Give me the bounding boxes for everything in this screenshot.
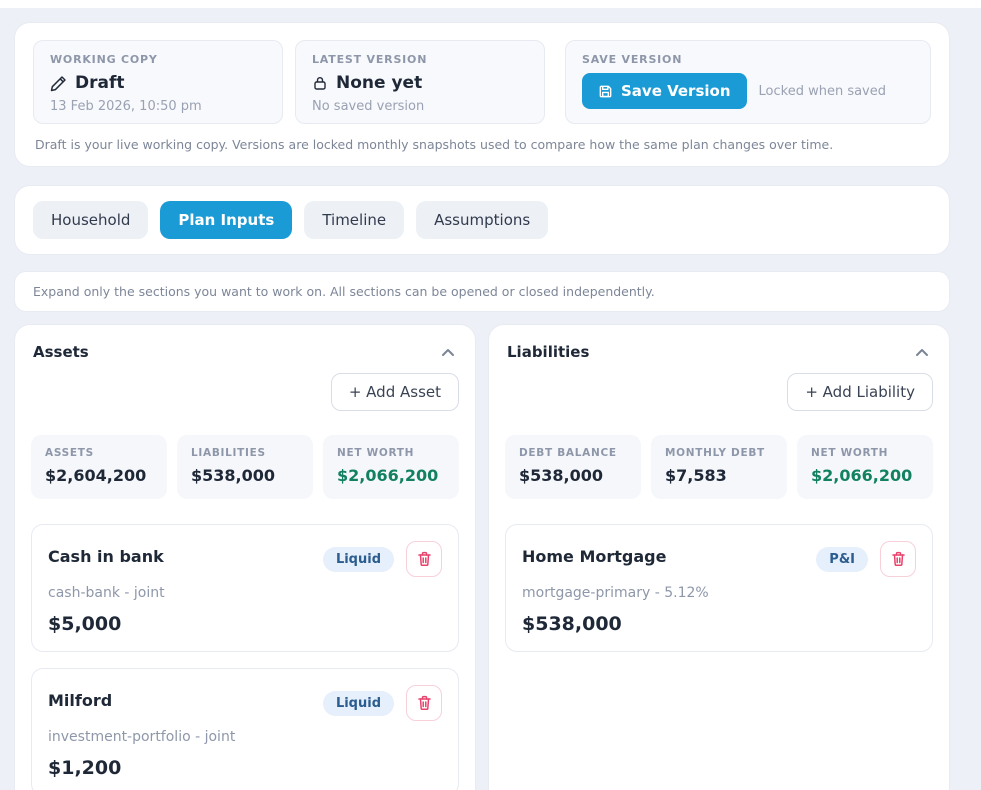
save-version-card: SAVE VERSION Save Version Locked when sa… (565, 40, 931, 124)
delete-asset-button[interactable] (406, 541, 442, 577)
version-cards-row: WORKING COPY Draft 13 Feb 2026, 10:50 pm… (33, 40, 931, 124)
save-icon (598, 84, 613, 99)
asset-meta: investment-portfolio - joint (48, 729, 236, 745)
liabilities-panel-header: Liabilities (505, 341, 933, 361)
version-bar-description: Draft is your live working copy. Version… (35, 137, 834, 152)
liability-card: Home Mortgage P&I mortgage-primary - (505, 524, 933, 652)
asset-card-top: Cash in bank Liquid (48, 541, 442, 577)
liabilities-item-list: Home Mortgage P&I mortgage-primary - (505, 524, 933, 652)
stat-card: ASSETS $2,604,200 (31, 435, 167, 499)
liabilities-stats-row: DEBT BALANCE $538,000 MONTHLY DEBT $7,58… (505, 435, 933, 499)
stat-card: NET WORTH $2,066,200 (323, 435, 459, 499)
stat-card: NET WORTH $2,066,200 (797, 435, 933, 499)
stat-card: DEBT BALANCE $538,000 (505, 435, 641, 499)
stat-value: $2,066,200 (337, 466, 439, 485)
stat-label: NET WORTH (337, 447, 415, 459)
stat-value: $538,000 (191, 466, 276, 485)
chevron-up-icon (441, 347, 455, 358)
delete-asset-button[interactable] (406, 685, 442, 721)
liabilities-collapse-button[interactable] (913, 345, 931, 360)
asset-name: Milford (48, 691, 113, 710)
stat-value: $2,066,200 (811, 466, 913, 485)
add-asset-button[interactable]: + Add Asset (330, 373, 459, 411)
asset-name: Cash in bank (48, 547, 164, 566)
trash-icon (417, 695, 432, 711)
stat-label: MONTHLY DEBT (665, 447, 765, 459)
save-version-label: SAVE VERSION (582, 53, 683, 66)
version-bar: WORKING COPY Draft 13 Feb 2026, 10:50 pm… (14, 22, 950, 167)
asset-meta: cash-bank - joint (48, 585, 165, 601)
trash-icon (891, 551, 906, 567)
tab[interactable]: Timeline (304, 201, 405, 239)
tab-bar: Household Plan Inputs Timeline Assumptio… (14, 185, 950, 255)
working-copy-date: 13 Feb 2026, 10:50 pm (50, 99, 202, 114)
asset-card-actions: Liquid (322, 541, 442, 577)
asset-card: Cash in bank Liquid cash-bank - join (31, 524, 459, 652)
tab[interactable]: Plan Inputs (160, 201, 293, 239)
pencil-icon (50, 75, 67, 92)
trash-icon (417, 551, 432, 567)
assets-add-row: + Add Asset (31, 373, 459, 411)
stat-label: LIABILITIES (191, 447, 266, 459)
liability-meta: mortgage-primary - 5.12% (522, 585, 709, 601)
stat-card: MONTHLY DEBT $7,583 (651, 435, 787, 499)
lock-icon (312, 75, 328, 91)
working-copy-label: WORKING COPY (50, 53, 158, 66)
latest-version-label: LATEST VERSION (312, 53, 428, 66)
liability-value: $538,000 (522, 613, 622, 635)
asset-type-badge: Liquid (322, 690, 394, 716)
asset-card-actions: Liquid (322, 685, 442, 721)
liability-card-actions: P&I (816, 541, 916, 577)
working-copy-card: WORKING COPY Draft 13 Feb 2026, 10:50 pm (33, 40, 283, 124)
tab[interactable]: Assumptions (416, 201, 549, 239)
liability-type-badge: P&I (816, 546, 868, 572)
chevron-up-icon (915, 347, 929, 358)
latest-version-card: LATEST VERSION None yet No saved version (295, 40, 545, 124)
asset-card-top: Milford Liquid (48, 685, 442, 721)
stat-card: LIABILITIES $538,000 (177, 435, 313, 499)
working-copy-title-row: Draft (50, 73, 266, 93)
stat-value: $2,604,200 (45, 466, 147, 485)
assets-stats-row: ASSETS $2,604,200 LIABILITIES $538,000 N… (31, 435, 459, 499)
assets-collapse-button[interactable] (439, 345, 457, 360)
assets-panel: Assets + Add Asset ASSETS $2,604,200 (14, 324, 476, 790)
assets-item-list: Cash in bank Liquid cash-bank - join (31, 524, 459, 790)
stat-label: NET WORTH (811, 447, 889, 459)
info-banner: Expand only the sections you want to wor… (14, 271, 950, 312)
asset-value: $1,200 (48, 757, 122, 779)
add-liability-button[interactable]: + Add Liability (787, 373, 933, 411)
latest-version-subtitle: No saved version (312, 99, 425, 114)
liabilities-add-row: + Add Liability (505, 373, 933, 411)
asset-value: $5,000 (48, 613, 122, 635)
latest-version-title-row: None yet (312, 73, 528, 93)
stat-value: $538,000 (519, 466, 604, 485)
working-copy-title: Draft (75, 73, 125, 93)
save-version-button[interactable]: Save Version (582, 73, 747, 109)
save-version-hint: Locked when saved (758, 83, 887, 99)
latest-version-title: None yet (336, 73, 423, 93)
liabilities-panel-title: Liabilities (507, 343, 590, 361)
asset-card: Milford Liquid investment-portfolio (31, 668, 459, 790)
asset-type-badge: Liquid (322, 546, 394, 572)
stat-label: ASSETS (45, 447, 94, 459)
liability-name: Home Mortgage (522, 547, 667, 566)
stat-value: $7,583 (665, 466, 727, 485)
top-header-strip (0, 0, 981, 8)
save-version-row: Save Version Locked when saved (582, 73, 914, 109)
assets-panel-header: Assets (31, 341, 459, 361)
tab[interactable]: Household (33, 201, 149, 239)
liability-card-top: Home Mortgage P&I (522, 541, 916, 577)
assets-panel-title: Assets (33, 343, 89, 361)
panels-row: Assets + Add Asset ASSETS $2,604,200 (14, 324, 950, 790)
delete-liability-button[interactable] (880, 541, 916, 577)
page-content: WORKING COPY Draft 13 Feb 2026, 10:50 pm… (14, 22, 950, 790)
save-version-button-label: Save Version (621, 82, 731, 100)
stat-label: DEBT BALANCE (519, 447, 617, 459)
liabilities-panel: Liabilities + Add Liability DEBT BALANCE… (488, 324, 950, 790)
